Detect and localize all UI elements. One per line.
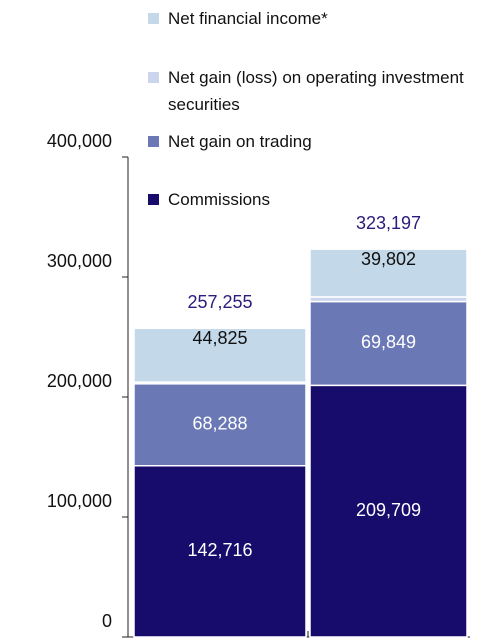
total-label: 257,255 — [187, 292, 252, 312]
legend-swatch — [148, 13, 159, 24]
legend-item: Net gain on trading — [148, 128, 474, 155]
y-tick-label: 100,000 — [47, 491, 112, 511]
legend-swatch — [148, 72, 159, 83]
legend-label: Commissions — [168, 190, 271, 209]
legend-label: Net gain on trading — [168, 132, 312, 151]
y-tick-label: 400,000 — [47, 131, 112, 151]
legend-item: Commissions — [148, 186, 474, 213]
value-label: 209,709 — [356, 500, 421, 520]
legend-item: Net gain (loss) on operating investment … — [148, 64, 474, 118]
legend-swatch — [148, 136, 159, 147]
bar-segment — [309, 300, 468, 387]
value-label: 39,802 — [361, 249, 416, 269]
bar-segment — [309, 384, 468, 638]
legend-label: Net gain (loss) on operating investment … — [168, 68, 464, 114]
bar-segment — [133, 464, 307, 638]
bar-segment — [309, 248, 468, 298]
y-tick-label: 200,000 — [47, 371, 112, 391]
value-label: 69,849 — [361, 332, 416, 352]
total-label: 323,197 — [356, 213, 421, 233]
legend-label: Net financial income* — [168, 9, 328, 28]
legend-swatch — [148, 194, 159, 205]
y-tick-label: 0 — [102, 611, 112, 631]
legend-item: Net financial income* — [148, 5, 474, 32]
value-label: 68,288 — [192, 414, 247, 434]
y-tick-label: 300,000 — [47, 251, 112, 271]
bar-segment — [133, 383, 307, 467]
value-label: 44,825 — [192, 328, 247, 348]
value-label: 142,716 — [187, 540, 252, 560]
bar-segment — [133, 327, 307, 383]
